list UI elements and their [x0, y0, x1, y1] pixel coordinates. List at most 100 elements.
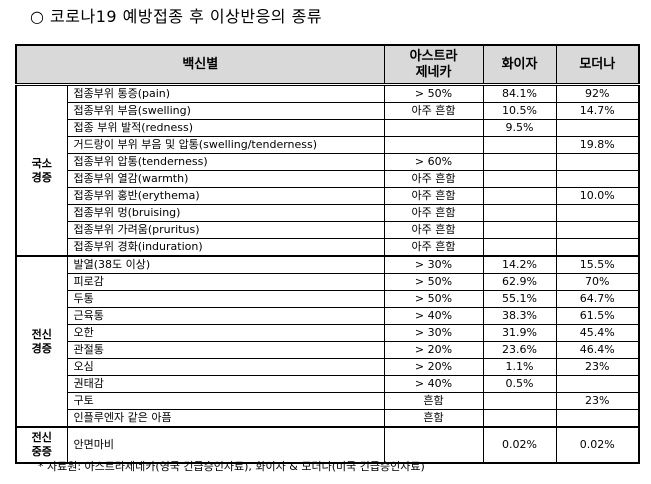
moderna-value	[555, 409, 640, 428]
table-row: 관절통 > 20% 23.6% 46.4%	[16, 341, 640, 359]
reaction-name: 권태감	[66, 375, 385, 393]
pfizer-value: 0.5%	[482, 375, 557, 393]
pfizer-value: 10.5%	[482, 102, 557, 120]
pfizer-value	[482, 136, 557, 154]
pfizer-value: 14.2%	[482, 255, 557, 274]
astrazeneca-value: > 40%	[383, 375, 484, 393]
header-astrazeneca-line: 제네카	[415, 64, 452, 80]
reaction-name: 발열(38도 이상)	[66, 255, 385, 274]
pfizer-value: 23.6%	[482, 341, 557, 359]
moderna-value: 23%	[555, 392, 640, 410]
pfizer-value	[482, 153, 557, 171]
astrazeneca-value: 아주 흔함	[383, 170, 484, 188]
reaction-name: 구토	[66, 392, 385, 410]
table-row: 피로감 > 50% 62.9% 70%	[16, 273, 640, 291]
astrazeneca-value: > 50%	[383, 273, 484, 291]
pfizer-value	[482, 238, 557, 257]
header-row: 백신별 아스트라 제네카 화이자 모더나	[15, 44, 640, 86]
reaction-name: 접종부위 열감(warmth)	[66, 170, 385, 188]
table-row: 구토 흔함 23%	[16, 392, 640, 410]
astrazeneca-value: > 30%	[383, 255, 484, 274]
moderna-value: 64.7%	[555, 290, 640, 308]
table-row: 오한 > 30% 31.9% 45.4%	[16, 324, 640, 342]
moderna-value: 46.4%	[555, 341, 640, 359]
moderna-value: 23%	[555, 358, 640, 376]
reaction-name: 접종부위 홍반(erythema)	[66, 187, 385, 205]
moderna-value	[555, 238, 640, 257]
moderna-value: 10.0%	[555, 187, 640, 205]
pfizer-value: 84.1%	[482, 84, 557, 103]
header-moderna: 모더나	[555, 44, 640, 86]
pfizer-value	[482, 187, 557, 205]
pfizer-value	[482, 409, 557, 428]
table-row: 접종 부위 발적(redness) 9.5%	[16, 119, 640, 137]
pfizer-value: 1.1%	[482, 358, 557, 376]
page-title: ○ 코로나19 예방접종 후 이상반응의 종류	[30, 7, 323, 26]
astrazeneca-value: > 60%	[383, 153, 484, 171]
group-label: 국소 경증	[15, 84, 68, 257]
table-row: 접종부위 홍반(erythema) 아주 흔함 10.0%	[16, 187, 640, 205]
header-vaccine: 백신별	[15, 44, 385, 86]
table-row: 전신 경증 발열(38도 이상) > 30% 14.2% 15.5%	[15, 255, 640, 428]
header-astrazeneca: 아스트라 제네카	[383, 44, 484, 86]
group-label-line: 전신	[31, 431, 52, 444]
reaction-name: 접종부위 통증(pain)	[66, 84, 385, 103]
table-row: 권태감 > 40% 0.5%	[16, 375, 640, 393]
reaction-name: 근육통	[66, 307, 385, 325]
astrazeneca-value	[383, 119, 484, 137]
pfizer-value: 62.9%	[482, 273, 557, 291]
moderna-value	[555, 204, 640, 222]
moderna-value: 61.5%	[555, 307, 640, 325]
group-label-line: 중증	[31, 445, 52, 458]
reaction-name: 오한	[66, 324, 385, 342]
table-row: 접종부위 압통(tenderness) > 60%	[16, 153, 640, 171]
pfizer-value: 38.3%	[482, 307, 557, 325]
astrazeneca-value: > 40%	[383, 307, 484, 325]
astrazeneca-value	[383, 426, 484, 464]
moderna-value: 45.4%	[555, 324, 640, 342]
astrazeneca-value: 흔함	[383, 392, 484, 410]
table-row: 접종부위 부음(swelling) 아주 흔함 10.5% 14.7%	[16, 102, 640, 120]
table-row: 근육통 > 40% 38.3% 61.5%	[16, 307, 640, 325]
pfizer-value: 9.5%	[482, 119, 557, 137]
reaction-name: 접종 부위 발적(redness)	[66, 119, 385, 137]
astrazeneca-value: 아주 흔함	[383, 102, 484, 120]
reaction-name: 접종부위 가려움(pruritus)	[66, 221, 385, 239]
group-label-line: 국소	[31, 156, 52, 170]
table-row: 인플루엔자 같은 아픔 흔함	[16, 409, 640, 428]
astrazeneca-value: > 30%	[383, 324, 484, 342]
group-label-line: 경증	[31, 341, 52, 355]
moderna-value: 19.8%	[555, 136, 640, 154]
moderna-value	[555, 375, 640, 393]
moderna-value: 92%	[555, 84, 640, 103]
table-row: 접종부위 경화(induration) 아주 흔함	[16, 238, 640, 257]
astrazeneca-value: 아주 흔함	[383, 238, 484, 257]
reaction-name: 안면마비	[66, 426, 385, 464]
table-row: 거드랑이 부위 부음 및 압통(swelling/tenderness) 19.…	[16, 136, 640, 154]
adverse-reaction-table: 백신별 아스트라 제네카 화이자 모더나 국소 경증 접종부위 통증(pain)…	[15, 44, 641, 464]
pfizer-value	[482, 170, 557, 188]
header-astrazeneca-line: 아스트라	[409, 48, 458, 64]
table-row: 오심 > 20% 1.1% 23%	[16, 358, 640, 376]
pfizer-value	[482, 392, 557, 410]
reaction-name: 접종부위 경화(induration)	[66, 238, 385, 257]
astrazeneca-value	[383, 136, 484, 154]
header-pfizer: 화이자	[482, 44, 557, 86]
table-row: 접종부위 가려움(pruritus) 아주 흔함	[16, 221, 640, 239]
table-row: 전신 중증 안면마비 0.02% 0.02%	[15, 426, 640, 464]
astrazeneca-value: 흔함	[383, 409, 484, 428]
reaction-name: 오심	[66, 358, 385, 376]
group-label: 전신 중증	[15, 426, 68, 464]
astrazeneca-value: 아주 흔함	[383, 187, 484, 205]
reaction-name: 접종부위 멍(bruising)	[66, 204, 385, 222]
moderna-value: 0.02%	[555, 426, 640, 464]
reaction-name: 두통	[66, 290, 385, 308]
source-footnote: * 자료원: 아스트라제네카(영국 긴급승인자료), 화이자 & 모더나(미국 …	[38, 460, 425, 473]
pfizer-value: 31.9%	[482, 324, 557, 342]
table-row: 접종부위 멍(bruising) 아주 흔함	[16, 204, 640, 222]
reaction-name: 접종부위 압통(tenderness)	[66, 153, 385, 171]
moderna-value	[555, 119, 640, 137]
pfizer-value	[482, 204, 557, 222]
moderna-value: 14.7%	[555, 102, 640, 120]
moderna-value	[555, 170, 640, 188]
